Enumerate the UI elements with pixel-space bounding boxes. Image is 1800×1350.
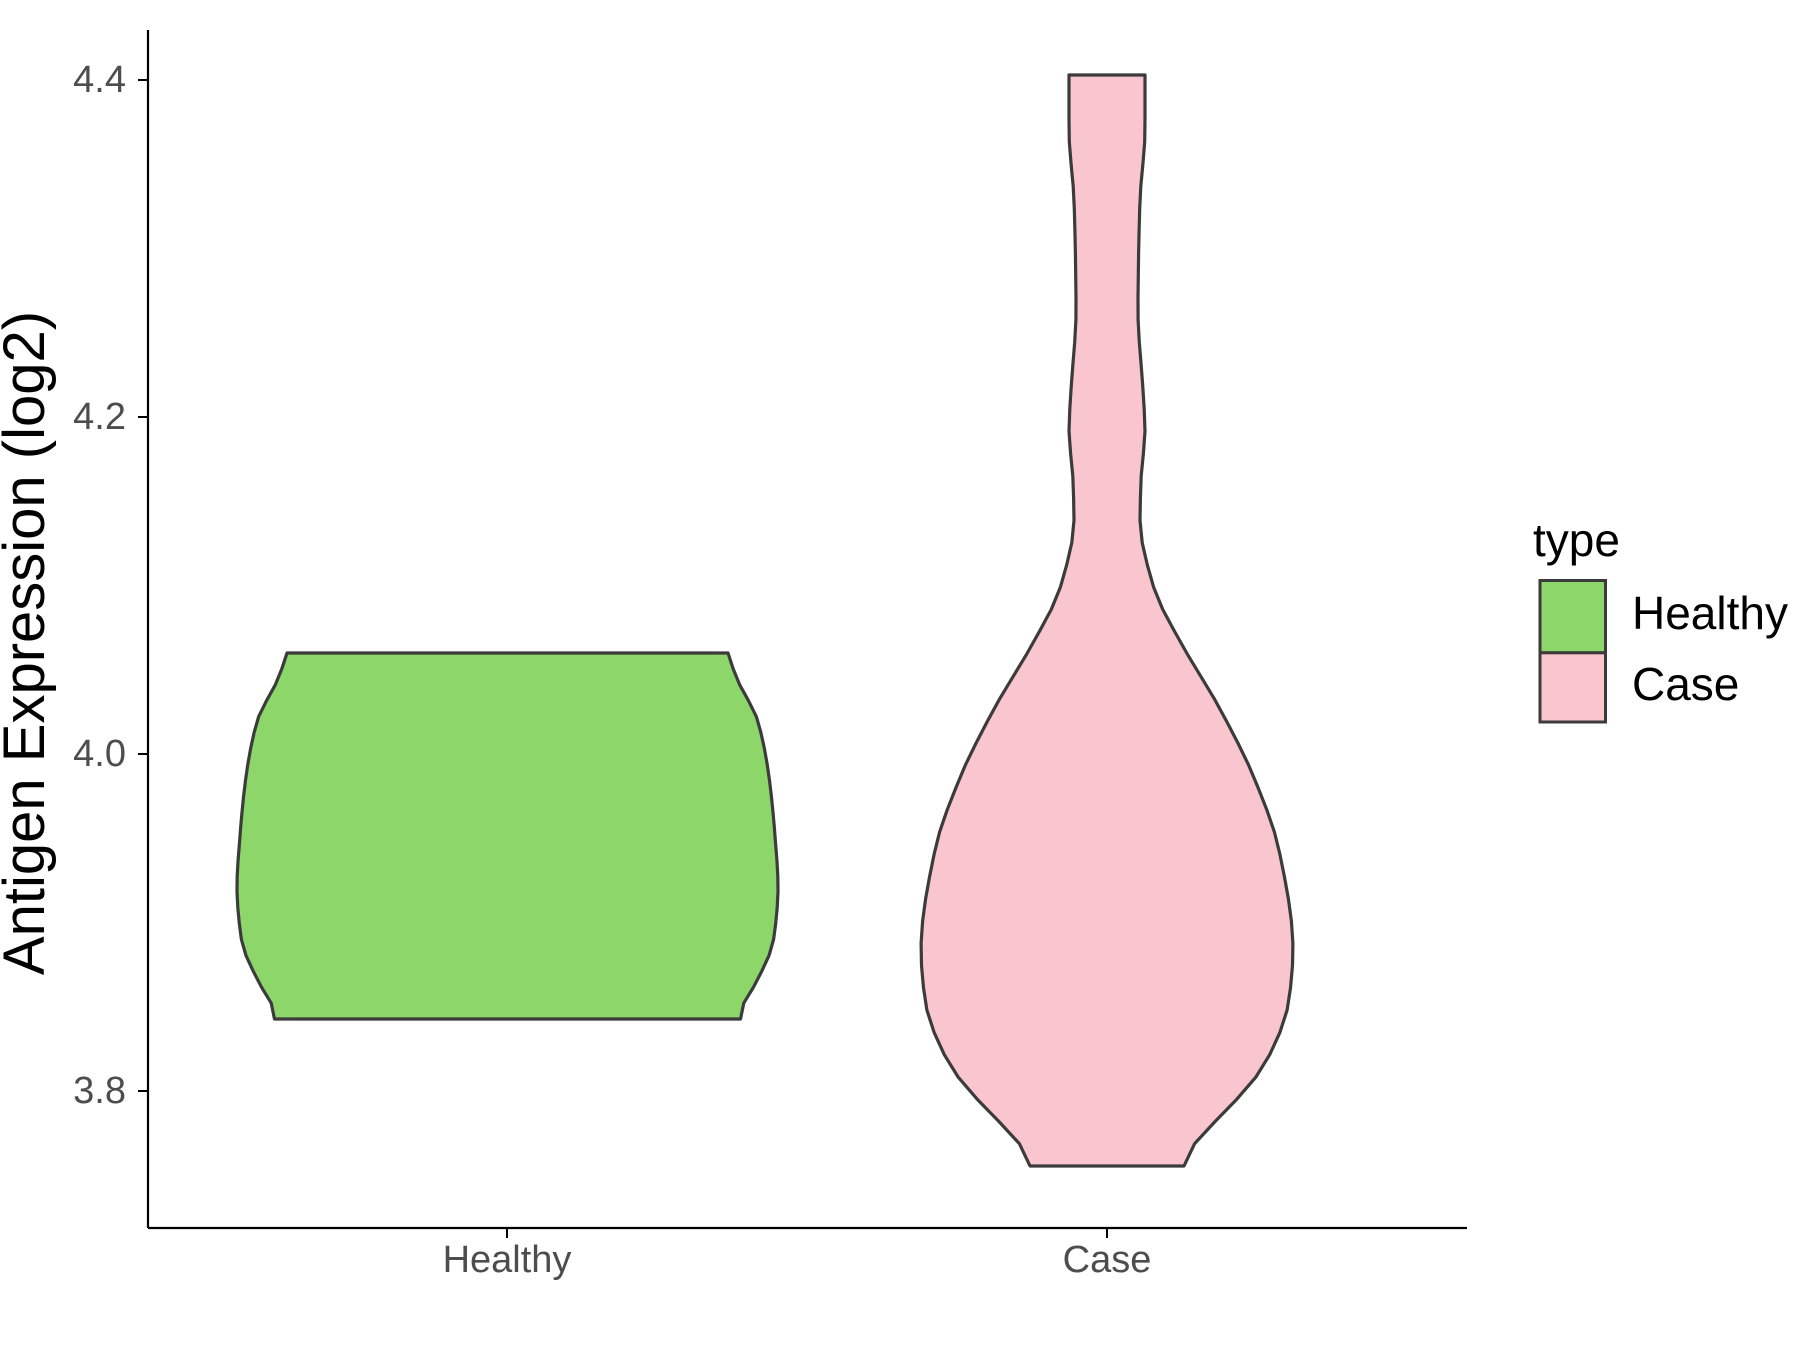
svg-text:4.0: 4.0 <box>73 733 126 775</box>
svg-text:Healthy: Healthy <box>1632 587 1788 639</box>
svg-text:Case: Case <box>1632 658 1739 710</box>
svg-text:Healthy: Healthy <box>443 1239 572 1281</box>
svg-text:type: type <box>1533 514 1620 566</box>
svg-text:4.2: 4.2 <box>73 396 126 438</box>
svg-text:3.8: 3.8 <box>73 1070 126 1112</box>
svg-text:Antigen Expression (log2): Antigen Expression (log2) <box>0 311 57 975</box>
svg-text:4.4: 4.4 <box>73 59 126 101</box>
svg-text:Case: Case <box>1063 1239 1152 1281</box>
